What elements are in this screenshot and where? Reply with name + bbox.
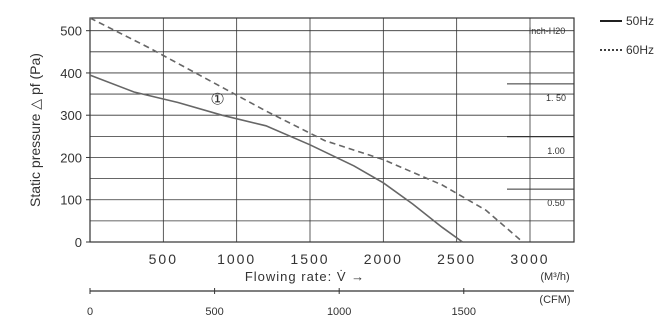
series-line-50Hz	[89, 74, 463, 243]
y-tick-label: 300	[60, 108, 82, 123]
cfm-tick-label: 0	[87, 306, 93, 318]
inch-tick-label: 1. 50	[546, 93, 566, 103]
series	[89, 17, 524, 243]
labels: 0 100 200 300 400 500 500 1000 1500 2000 2500 3000 S…	[27, 14, 654, 318]
axes	[86, 17, 575, 294]
y-tick-label: 100	[60, 193, 82, 208]
x-unit-label: (M³/h)	[540, 271, 569, 283]
legend-label-50hz: 50Hz	[626, 14, 654, 28]
cfm-tick-label: 1500	[452, 306, 476, 318]
x-tick-label: 2500	[437, 251, 476, 267]
cfm-tick-label: 1000	[327, 306, 351, 318]
x-axis-label: Flowing rate: V̇ →	[245, 269, 365, 284]
cfm-unit-label: (CFM)	[539, 294, 570, 306]
cfm-tick-label: 500	[205, 306, 223, 318]
curve-number-annotation: ①	[210, 91, 224, 108]
inch-tick-label: 1.00	[547, 146, 565, 156]
y-axis-label: Static pressure △ pf (Pa)	[27, 53, 43, 207]
y-tick-label: 200	[60, 150, 82, 165]
x-tick-label: 500	[149, 251, 178, 267]
x-tick-label: 2000	[364, 251, 403, 267]
y-tick-label: 400	[60, 66, 82, 81]
x-tick-label: 3000	[510, 251, 549, 267]
x-tick-label: 1500	[290, 251, 329, 267]
plot-frame	[89, 17, 575, 243]
inch-tick-label: 0.50	[547, 198, 565, 208]
x-tick-label: 1000	[217, 251, 256, 267]
y-tick-label: 500	[60, 24, 82, 39]
legend-label-60hz: 60Hz	[626, 43, 654, 57]
grid	[90, 18, 574, 242]
inch-h2o-label: Inch-H20	[529, 26, 566, 36]
series-line-60Hz	[89, 17, 524, 243]
y-tick-label: 0	[75, 235, 82, 250]
